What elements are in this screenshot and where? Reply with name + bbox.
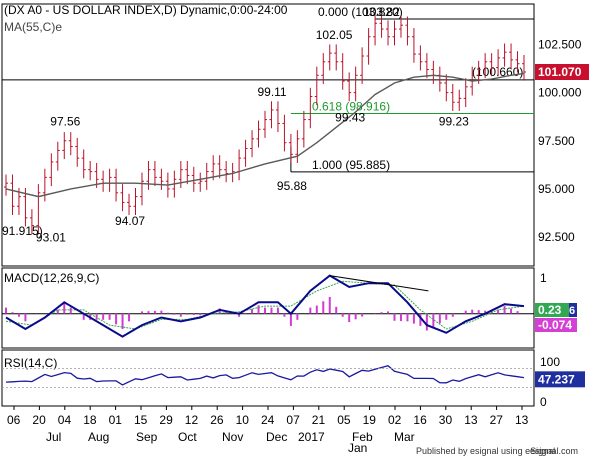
macd-title: MACD(12,26,9,C) (4, 271, 99, 285)
x-tick-label: 05 (337, 413, 351, 427)
price-swing-label: 95.88 (277, 179, 307, 193)
price-swing-label: 91.915) (2, 224, 43, 238)
x-tick-label: 29 (159, 413, 173, 427)
x-tick-label: 30 (439, 413, 453, 427)
rsi-last-label: 47.237 (538, 372, 575, 386)
price-y-tick: 92.500 (538, 230, 575, 244)
rsi-y-tick-100: 100 (540, 355, 560, 369)
macd-value-label-2: 6 (569, 305, 575, 317)
price-candles (4, 14, 526, 235)
rsi-title: RSI(14,C) (4, 356, 57, 370)
price-swing-label: 99.23 (439, 114, 469, 128)
x-month-label: Feb (352, 430, 373, 444)
macd-signal-line (5, 280, 525, 330)
x-month-label: Mar (394, 430, 415, 444)
x-tick-label: 04 (58, 413, 72, 427)
x-tick-label: 19 (363, 413, 377, 427)
footer-brand: esignal.com (530, 446, 578, 456)
x-month-label: Oct (178, 430, 197, 444)
x-month-label: Jan (348, 441, 367, 455)
x-tick-label: 20 (32, 413, 46, 427)
price-y-tick: 102.500 (538, 37, 582, 51)
macd-line (5, 274, 525, 338)
price-swing-label: 102.05 (316, 28, 353, 42)
last-price-label: 101.070 (538, 65, 582, 79)
fibonacci-levels: 0.000 (103.820)0.618 (98.916)1.000 (95.8… (2, 5, 589, 173)
macd-value-badge-2 (569, 303, 577, 317)
x-tick-label: 16 (413, 413, 427, 427)
x-tick-label: 06 (7, 413, 21, 427)
x-tick-label: 13 (515, 413, 529, 427)
x-tick-label: 21 (312, 413, 326, 427)
ma-legend: MA(55,C)e (4, 20, 62, 34)
fib-level-label: 0.618 (98.916) (312, 100, 390, 114)
rsi-badge: 47.237 (2, 368, 585, 388)
x-month-label: 2017 (298, 430, 325, 444)
panel-frame (1, 3, 535, 267)
rsi-y-tick-0: 0 (540, 395, 547, 409)
price-swing-label: 99.11 (257, 85, 286, 99)
x-month-label: Dec (266, 430, 287, 444)
x-month-label: Sep (136, 430, 158, 444)
x-month-label: Jul (46, 430, 61, 444)
rsi-line (5, 364, 525, 386)
x-month-label: Aug (88, 430, 109, 444)
price-swing-label: 99.43 (335, 111, 365, 125)
x-month-label: Nov (222, 430, 243, 444)
macd-badges: 0.23 6-0.074 (535, 303, 577, 332)
x-tick-label: 02 (388, 413, 402, 427)
macd-value-badge (535, 303, 569, 317)
x-tick-label: 27 (490, 413, 504, 427)
macd-divergence-line (329, 275, 429, 292)
price-y-tick: 97.500 (538, 134, 575, 148)
panel-frame (1, 267, 535, 349)
x-axis: 06 20 04 18 01 15 29 12 26 10 24 07 21 05 19 02 16 30 13 27… (7, 406, 529, 455)
price-swing-label: 97.56 (50, 115, 80, 129)
macd-value-label: 0.23 (538, 303, 562, 317)
footer-publisher: Published by esignal using eSignal (416, 446, 555, 456)
macd-hist-badge (535, 318, 577, 332)
x-tick-label: 13 (464, 413, 478, 427)
x-tick-label: 10 (236, 413, 250, 427)
ma-line (5, 72, 525, 198)
price-y-tick: 100.000 (538, 86, 582, 100)
rsi-last-badge (535, 371, 585, 388)
x-tick-label: 12 (185, 413, 199, 427)
macd-hist-label: -0.074 (538, 318, 572, 332)
price-swing-label: 103.82 (363, 5, 400, 19)
panel-frame (1, 349, 535, 407)
x-tick-label: 01 (109, 413, 123, 427)
price-swing-label: 93.01 (36, 230, 66, 244)
price-title: (DX A0 - US DOLLAR INDEX,D) Dynamic,0:00… (4, 3, 288, 17)
price-swing-label: 94.07 (115, 214, 145, 228)
x-tick-label: 07 (286, 413, 300, 427)
panel-frames (1, 3, 535, 407)
x-tick-label: 26 (210, 413, 224, 427)
price-y-ticks: 102.500 100.000 97.500 95.000 92.500 (538, 37, 582, 244)
x-tick-label: 18 (83, 413, 97, 427)
price-y-tick: 95.000 (538, 182, 575, 196)
price-labels: 97.56 94.07 99.11 95.88 102.05 99.43 103.82 99.… (2, 5, 469, 244)
x-tick-label: 15 (134, 413, 148, 427)
fib-level-label: 1.000 (95.885) (312, 158, 390, 172)
x-tick-label: 24 (261, 413, 275, 427)
last-price-badge (535, 64, 589, 81)
macd-y-tick: 1 (540, 271, 547, 285)
